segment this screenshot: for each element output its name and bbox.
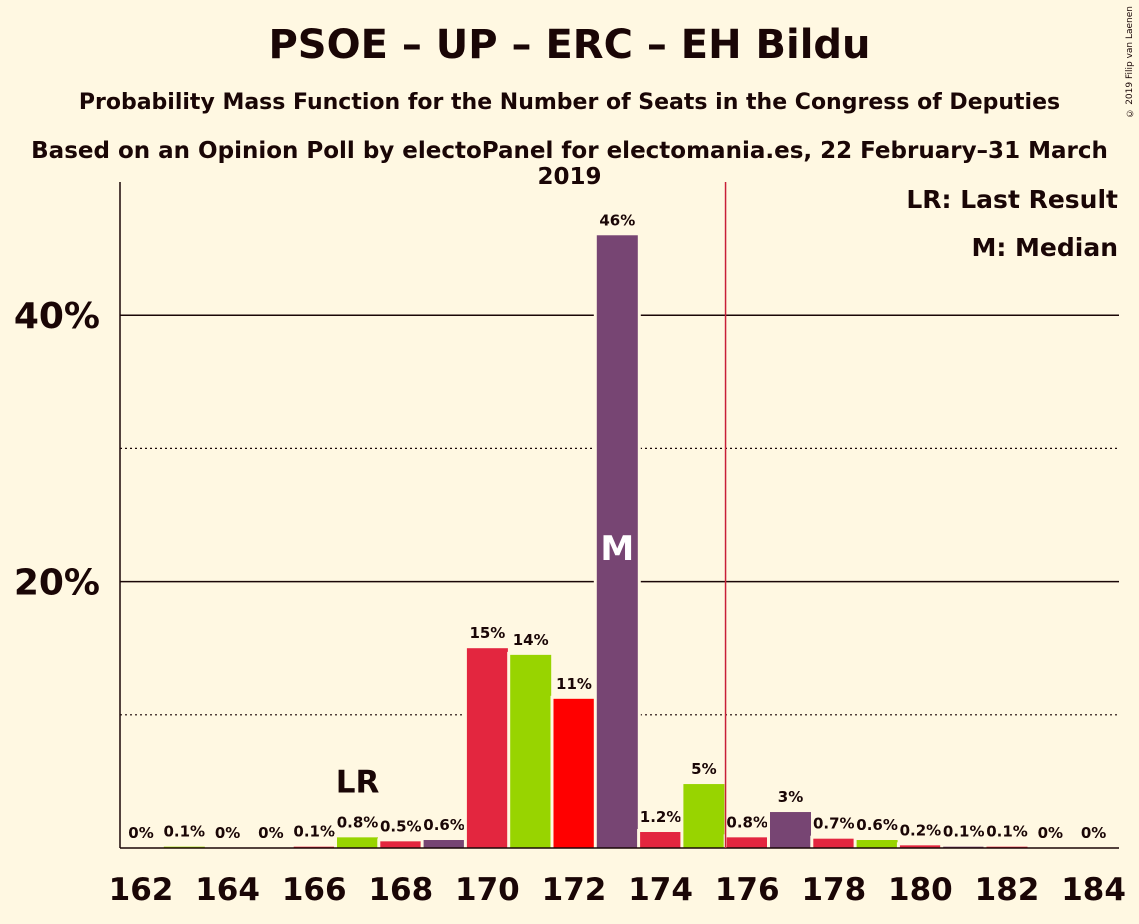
x-tick-label: 182 — [975, 872, 1040, 908]
bar-value-label: 0.6% — [423, 816, 465, 834]
bar-value-label: 0.6% — [856, 816, 898, 834]
bar-value-label: 0.5% — [380, 817, 422, 835]
bar — [683, 784, 725, 848]
bar-value-label: 0% — [258, 824, 283, 842]
bar — [553, 698, 595, 848]
bar-value-label: 0.1% — [293, 823, 335, 841]
bar — [726, 837, 768, 848]
bar-value-label: 0.8% — [337, 813, 379, 831]
bar-gap — [290, 843, 338, 848]
bar — [510, 654, 552, 848]
bar — [770, 812, 811, 848]
bar — [466, 648, 508, 848]
chart-subtitle: Probability Mass Function for the Number… — [78, 90, 1061, 115]
bar-value-label: 1.2% — [640, 808, 682, 826]
bar — [640, 832, 682, 848]
bar-value-label: 0% — [1038, 824, 1063, 842]
x-tick-label: 166 — [282, 872, 347, 908]
x-tick-label: 168 — [368, 872, 433, 908]
bar-value-label: 14% — [513, 631, 549, 649]
bar-value-label: 0.8% — [726, 813, 768, 831]
x-tick-label: 162 — [109, 872, 174, 908]
bar-value-label: 0% — [128, 824, 153, 842]
bar-value-label: 0.1% — [943, 823, 985, 841]
bar-value-label: 46% — [599, 211, 635, 229]
bar — [899, 845, 941, 848]
bar — [380, 841, 422, 848]
x-tick-label: 164 — [195, 872, 260, 908]
bar-value-label: 0.2% — [900, 821, 942, 839]
bar-value-label: 0.1% — [163, 823, 205, 841]
bar — [337, 837, 378, 848]
bar — [423, 840, 465, 848]
bar-value-label: 0.7% — [813, 815, 855, 833]
bar — [856, 840, 898, 848]
legend-median: M: Median — [971, 233, 1118, 262]
legend-last-result: LR: Last Result — [906, 185, 1118, 214]
bar-value-label: 0% — [1081, 824, 1106, 842]
bar-value-label: 3% — [778, 788, 803, 806]
bar-value-label: 5% — [691, 760, 716, 778]
x-tick-label: 176 — [715, 872, 780, 908]
bar-value-label: 0.1% — [986, 823, 1028, 841]
chart-title: PSOE – UP – ERC – EH Bildu — [268, 22, 871, 68]
x-tick-label: 180 — [888, 872, 953, 908]
bar-gap — [896, 842, 944, 848]
bar-value-label: 15% — [469, 624, 505, 642]
bar-gap — [983, 843, 1031, 848]
x-tick-label: 178 — [801, 872, 866, 908]
x-tick-label: 184 — [1061, 872, 1126, 908]
bar-value-label: 11% — [556, 675, 592, 693]
bar-gap — [160, 843, 208, 848]
bar-gap — [940, 843, 988, 848]
bar — [596, 235, 638, 848]
last-result-marker: LR — [336, 764, 380, 800]
x-tick-label: 172 — [542, 872, 607, 908]
x-tick-label: 170 — [455, 872, 520, 908]
bar-value-label: 0% — [215, 824, 240, 842]
y-tick-label: 40% — [14, 296, 100, 337]
x-tick-label: 174 — [628, 872, 693, 908]
median-marker: M — [600, 529, 634, 569]
chart-source: Based on an Opinion Poll by electoPanel … — [31, 138, 1108, 190]
y-tick-label: 20% — [14, 563, 100, 604]
bar — [813, 838, 855, 848]
